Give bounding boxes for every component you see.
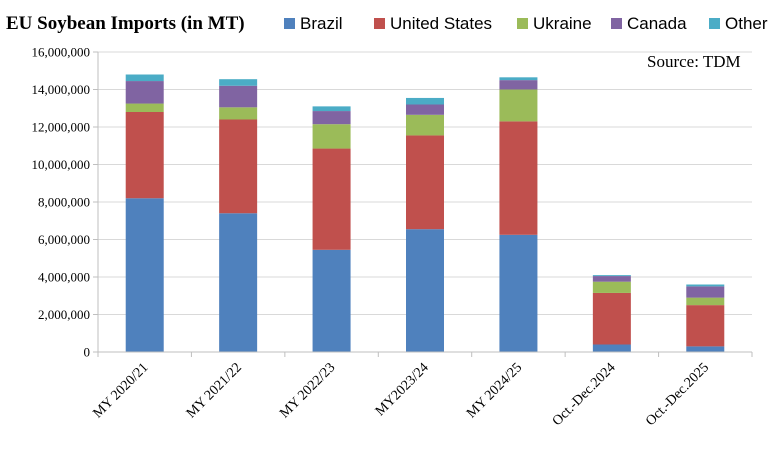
x-tick-label: MY 2022/23 bbox=[277, 360, 338, 421]
bar-segment-other bbox=[686, 284, 725, 287]
bar-segment-ukraine bbox=[219, 107, 258, 120]
legend-label: Canada bbox=[627, 14, 687, 33]
bar-segment-united-states bbox=[219, 119, 258, 214]
bar-segment-brazil bbox=[686, 346, 725, 352]
bars bbox=[125, 74, 725, 352]
y-tick-label: 6,000,000 bbox=[38, 232, 90, 247]
bar-segment-brazil bbox=[499, 234, 538, 352]
bar-segment-other bbox=[219, 79, 258, 86]
bar-stack bbox=[499, 77, 538, 352]
bar-segment-canada bbox=[312, 111, 351, 125]
legend-swatch bbox=[709, 18, 720, 29]
bar-stack bbox=[219, 79, 258, 352]
bar-segment-canada bbox=[686, 286, 725, 298]
bar-segment-canada bbox=[406, 104, 444, 115]
bar-segment-brazil bbox=[125, 198, 164, 352]
y-tick-label: 14,000,000 bbox=[32, 82, 91, 97]
bar-stack bbox=[312, 106, 351, 352]
y-axis: 0 2,000,000 4,000,000 6,000,000 8,000,000 10,… bbox=[32, 45, 99, 360]
bar-segment-united-states bbox=[499, 121, 538, 235]
bar-segment-other bbox=[125, 74, 164, 82]
bar-segment-united-states bbox=[312, 148, 351, 250]
legend-item: Other bbox=[709, 14, 768, 33]
legend-item: United States bbox=[374, 14, 492, 33]
bar-segment-ukraine bbox=[125, 103, 164, 112]
bar-segment-united-states bbox=[406, 135, 444, 230]
bar-segment-canada bbox=[219, 85, 258, 108]
x-tick-label: MY 2021/22 bbox=[184, 360, 245, 421]
bar-stack bbox=[406, 97, 444, 352]
y-tick-label: 10,000,000 bbox=[32, 157, 91, 172]
bar-stack bbox=[125, 74, 164, 352]
bar-segment-ukraine bbox=[592, 281, 631, 293]
bar-segment-united-states bbox=[592, 292, 631, 345]
bar-segment-ukraine bbox=[499, 89, 538, 122]
bar-segment-canada bbox=[125, 81, 164, 104]
legend-label: Brazil bbox=[300, 14, 343, 33]
x-tick-label: Oct.-Dec.2024 bbox=[550, 360, 619, 429]
x-tick-label: MY 2020/21 bbox=[90, 360, 151, 421]
bar-segment-ukraine bbox=[312, 124, 351, 149]
legend-swatch bbox=[611, 18, 622, 29]
bar-segment-brazil bbox=[406, 229, 444, 352]
bar-segment-ukraine bbox=[686, 297, 725, 306]
x-tick-label: MY2023/24 bbox=[373, 360, 432, 419]
bar-stack bbox=[686, 284, 725, 352]
bar-segment-other bbox=[592, 275, 631, 277]
y-tick-label: 16,000,000 bbox=[32, 45, 91, 60]
y-tick-label: 4,000,000 bbox=[38, 270, 90, 285]
legend-label: Ukraine bbox=[533, 14, 592, 33]
y-tick-label: 0 bbox=[84, 345, 91, 360]
bar-segment-united-states bbox=[686, 305, 725, 347]
bar-segment-brazil bbox=[312, 249, 351, 352]
bar-segment-other bbox=[499, 77, 538, 81]
legend-swatch bbox=[374, 18, 385, 29]
legend-label: United States bbox=[390, 14, 492, 33]
bar-segment-other bbox=[406, 97, 444, 105]
y-tick-label: 2,000,000 bbox=[38, 307, 90, 322]
legend: Brazil United States Ukraine Canada Other bbox=[284, 14, 768, 33]
legend-label: Other bbox=[725, 14, 768, 33]
y-tick-label: 8,000,000 bbox=[38, 195, 90, 210]
bar-stack bbox=[592, 275, 631, 352]
legend-swatch bbox=[517, 18, 528, 29]
bar-segment-ukraine bbox=[406, 114, 444, 136]
x-tick-label: MY 2024/25 bbox=[464, 360, 525, 421]
bar-segment-other bbox=[312, 106, 351, 112]
source-note: Source: TDM bbox=[647, 52, 741, 71]
chart-title: EU Soybean Imports (in MT) bbox=[6, 13, 245, 34]
x-axis: MY 2020/21 MY 2021/22 MY 2022/23 MY2023/24 M… bbox=[90, 351, 753, 429]
bar-segment-canada bbox=[499, 80, 538, 90]
y-tick-label: 12,000,000 bbox=[32, 120, 91, 135]
bar-segment-brazil bbox=[592, 344, 631, 352]
bar-segment-united-states bbox=[125, 112, 164, 199]
legend-swatch bbox=[284, 18, 295, 29]
legend-item: Ukraine bbox=[517, 14, 592, 33]
bar-segment-brazil bbox=[219, 213, 258, 352]
legend-item: Canada bbox=[611, 14, 687, 33]
legend-item: Brazil bbox=[284, 14, 343, 33]
x-tick-label: Oct.-Dec.2025 bbox=[643, 360, 712, 429]
bar-segment-canada bbox=[592, 276, 631, 282]
